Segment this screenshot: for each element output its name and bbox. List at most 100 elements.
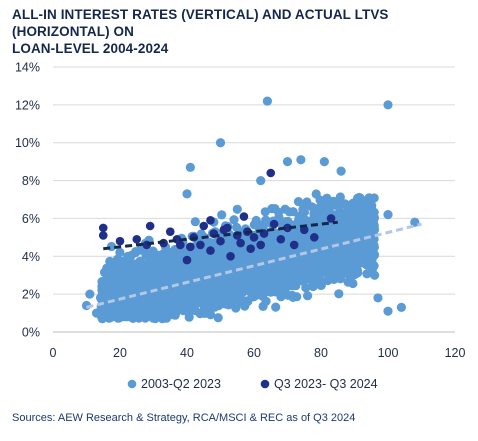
data-point [227,272,237,282]
y-tick-label: 14% [15,61,40,75]
data-point [366,223,376,233]
data-point [172,291,182,301]
legend: 2003-Q2 2023 Q3 2023- Q3 2024 [127,377,378,391]
x-tick-label: 120 [445,346,466,360]
data-point [383,210,393,220]
data-point [243,277,253,287]
data-point [126,250,136,260]
data-point [309,214,319,224]
data-point [347,201,357,211]
legend-marker-q3-2023-q3-2024 [260,379,270,389]
y-tick-label: 0% [22,326,40,340]
data-point [198,256,209,267]
data-point [191,297,201,307]
data-point [335,192,345,202]
data-point [258,301,268,311]
legend-marker-2003-q2-2023 [127,379,137,389]
legend-label-q3-2023-q3-2024: Q3 2023- Q3 2024 [274,377,378,391]
data-point [296,155,306,165]
data-point [232,204,242,214]
data-point [315,248,325,258]
x-tick-label: 0 [50,346,57,360]
data-point [266,168,276,178]
data-point [206,246,215,255]
data-point [219,255,229,265]
data-point [109,288,119,298]
data-point [140,283,150,293]
data-point [311,189,321,199]
data-point [383,100,393,110]
data-point [166,256,176,266]
data-point [217,210,227,220]
data-point [310,233,319,242]
data-point [334,201,344,211]
data-point [307,202,317,212]
data-point [239,212,249,221]
data-point [298,276,308,286]
data-point [206,216,215,225]
data-point [343,277,353,287]
y-tick-label: 12% [15,98,40,112]
data-point [263,269,273,280]
data-point [186,242,195,252]
chart-title-line-1: ALL-IN INTEREST RATES (VERTICAL) AND ACT… [12,7,389,39]
data-point [190,217,200,227]
trendlines [86,220,422,309]
data-point [246,244,255,254]
data-point [150,294,160,304]
data-point [185,162,195,172]
data-point [100,305,110,316]
data-point [373,293,383,303]
data-point [345,218,355,228]
data-point [396,302,406,312]
data-point [145,221,155,231]
data-point [182,265,192,275]
x-tick-label: 20 [113,346,127,360]
data-point [349,226,359,236]
data-point [267,204,277,214]
data-point [310,278,320,288]
data-point [343,211,353,221]
data-point [347,252,357,263]
data-point [119,265,129,275]
source-note: Sources: AEW Research & Strategy, RCA/MS… [12,412,356,424]
data-point [216,236,225,246]
y-tick-label: 2% [22,288,40,302]
data-point [298,204,308,214]
data-point [282,269,293,279]
data-point [293,197,304,207]
data-point [367,232,377,242]
data-point [269,219,279,229]
data-point [135,256,145,266]
data-point [330,269,340,280]
data-point [233,292,243,302]
data-point [169,303,179,313]
data-point [111,307,121,317]
data-point [223,300,234,310]
data-point [222,223,232,233]
data-point [301,259,311,270]
data-point [132,234,142,244]
data-point [85,289,95,299]
data-point [196,287,206,297]
y-tick-label: 6% [22,212,40,226]
data-point [155,258,166,268]
data-point [267,249,277,259]
x-tick-label: 60 [247,346,261,360]
data-point [91,308,102,318]
data-point [199,221,209,231]
data-point [334,289,344,299]
data-point [383,306,393,316]
data-point [140,308,150,318]
data-point [366,209,376,219]
data-point [206,310,216,320]
data-point [170,266,180,276]
data-point [333,210,343,220]
data-point [336,166,346,176]
data-point [234,259,245,270]
data-point [342,263,352,273]
data-point [196,240,205,250]
data-point [184,307,194,317]
data-point [283,223,292,233]
data-point [182,255,192,265]
